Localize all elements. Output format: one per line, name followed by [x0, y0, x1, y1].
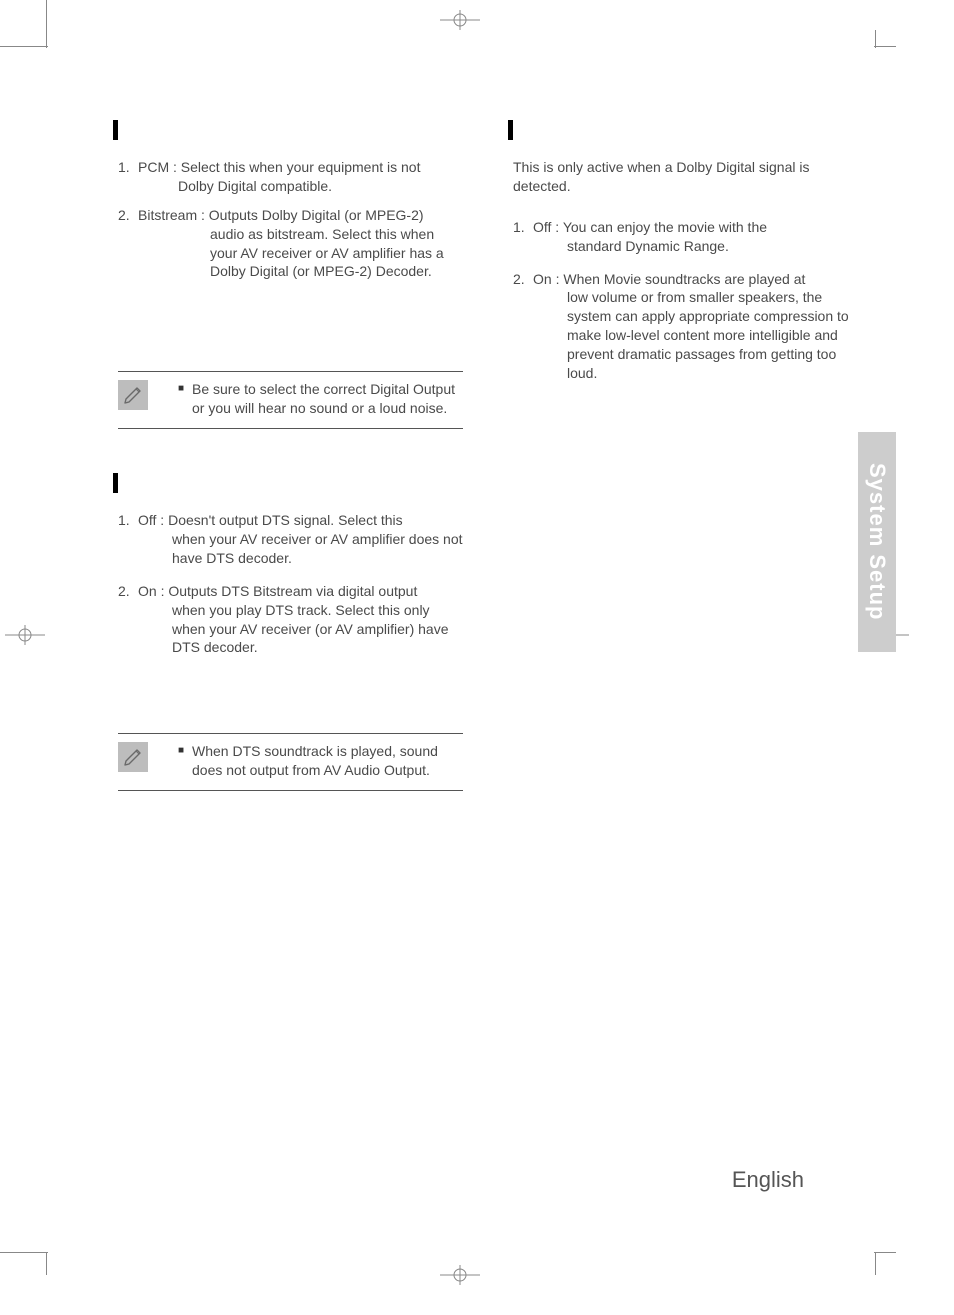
- item-label: Off :: [138, 512, 164, 528]
- registration-mark-icon: [440, 1265, 480, 1285]
- item-label: On :: [138, 583, 164, 599]
- registration-mark-icon: [5, 625, 45, 645]
- note-text: When DTS soundtrack is played, sound doe…: [192, 742, 463, 780]
- item-text: Dolby Digital compatible.: [178, 177, 463, 196]
- side-tab: System Setup: [858, 432, 896, 652]
- crop-mark: [46, 0, 47, 48]
- crop-mark: [0, 1252, 48, 1253]
- list-item: 2. On : Outputs DTS Bitstream via digita…: [118, 582, 463, 658]
- item-label: On :: [533, 271, 559, 287]
- list-item: 1. Off : Doesn't output DTS signal. Sele…: [118, 511, 463, 568]
- note-icon: [118, 380, 148, 410]
- list-item: 2. Bitstream : Outputs Dolby Digital (or…: [118, 206, 463, 282]
- list-item: 1. PCM : Select this when your equipment…: [118, 158, 463, 196]
- list-item: 1. Off : You can enjoy the movie with th…: [513, 218, 858, 256]
- item-text: low volume or from smaller speakers, the…: [567, 288, 858, 382]
- list-item: 2. On : When Movie soundtracks are playe…: [513, 270, 858, 383]
- item-number: 2.: [513, 270, 533, 383]
- note-block: ■ When DTS soundtrack is played, sound d…: [118, 733, 463, 791]
- registration-mark-icon: [440, 10, 480, 30]
- section-marker: [113, 473, 118, 493]
- note-icon: [118, 742, 148, 772]
- page-content: 1. PCM : Select this when your equipment…: [118, 120, 858, 791]
- item-label: Bitstream :: [138, 207, 205, 223]
- bullet-icon: ■: [178, 380, 192, 396]
- item-text: Outputs DTS Bitstream via digital output: [168, 583, 417, 599]
- crop-mark: [0, 46, 48, 47]
- crop-mark: [874, 1252, 896, 1253]
- item-label: PCM :: [138, 159, 177, 175]
- item-text: Outputs Dolby Digital (or MPEG-2): [209, 207, 424, 223]
- item-label: Off :: [533, 219, 559, 235]
- intro-text: This is only active when a Dolby Digital…: [513, 158, 858, 196]
- item-text: You can enjoy the movie with the: [563, 219, 767, 235]
- item-text: Select this when your equipment is not: [181, 159, 421, 175]
- crop-mark: [875, 1253, 876, 1275]
- item-text: When Movie soundtracks are played at: [563, 271, 805, 287]
- item-text: standard Dynamic Range.: [567, 237, 858, 256]
- crop-mark: [875, 30, 876, 48]
- item-number: 2.: [118, 582, 138, 658]
- item-text: when you play DTS track. Select this onl…: [172, 601, 463, 658]
- item-number: 1.: [118, 158, 138, 196]
- item-number: 1.: [513, 218, 533, 256]
- crop-mark: [46, 1253, 47, 1275]
- item-text: Doesn't output DTS signal. Select this: [168, 512, 403, 528]
- note-text: Be sure to select the correct Digital Ou…: [192, 380, 463, 418]
- bullet-icon: ■: [178, 742, 192, 758]
- side-tab-label: System Setup: [862, 463, 892, 621]
- item-number: 2.: [118, 206, 138, 282]
- note-block: ■ Be sure to select the correct Digital …: [118, 371, 463, 429]
- footer-language: English: [732, 1165, 804, 1195]
- item-text: audio as bitstream. Select this when you…: [210, 225, 463, 282]
- item-number: 1.: [118, 511, 138, 568]
- section-marker: [113, 120, 118, 140]
- item-text: when your AV receiver or AV amplifier do…: [172, 530, 463, 568]
- section-marker: [508, 120, 513, 140]
- crop-mark: [874, 46, 896, 47]
